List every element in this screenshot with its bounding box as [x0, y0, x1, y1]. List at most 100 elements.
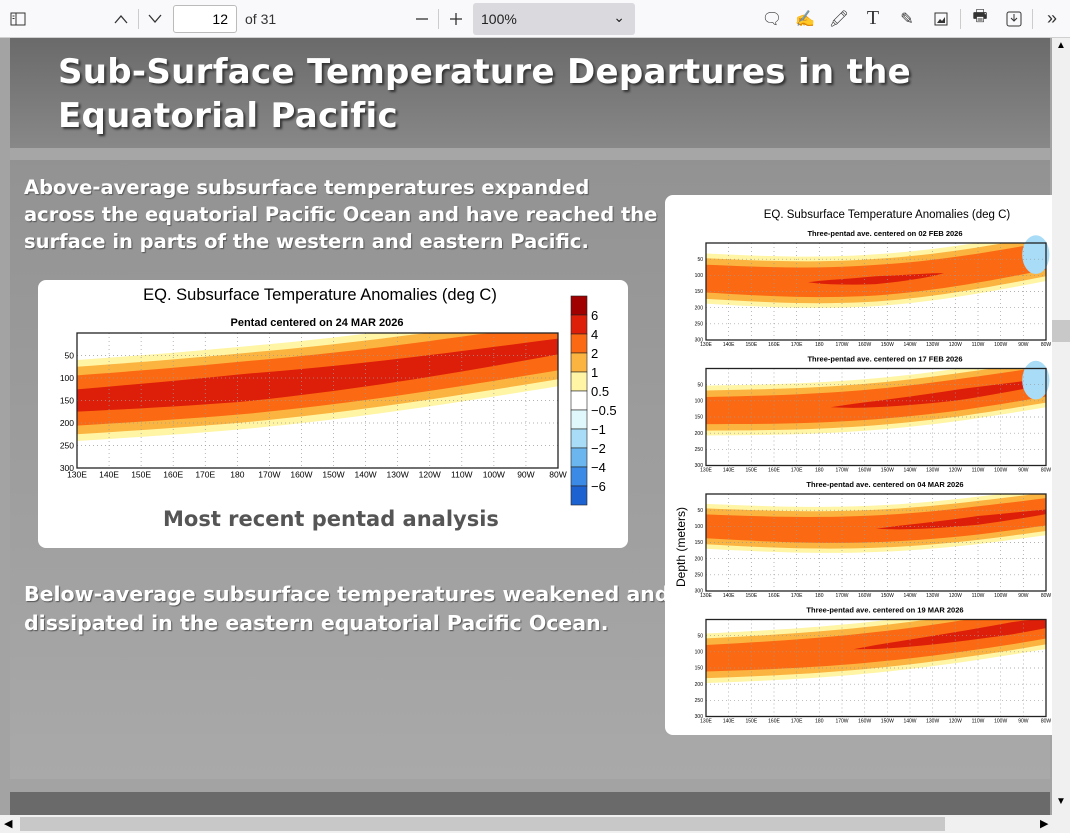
scroll-right-icon[interactable]: ▶: [1040, 818, 1049, 830]
scroll-up-icon[interactable]: ▲: [1056, 40, 1066, 51]
x-tick-label: 90W: [1018, 342, 1029, 348]
x-tick-label: 110W: [972, 468, 985, 474]
x-tick-label: 100W: [994, 719, 1007, 725]
x-tick-label: 140W: [903, 719, 916, 725]
y-tick-label: 250: [695, 573, 704, 579]
panel-subtitle: Three-pentad ave. centered on 04 MAR 202…: [806, 480, 963, 489]
panel-subtitle: Three-pentad ave. centered on 17 FEB 202…: [807, 355, 962, 364]
y-tick-label: 100: [695, 650, 704, 656]
y-tick-label: 200: [695, 305, 704, 311]
x-tick-label: 140W: [903, 593, 916, 599]
anomaly-band-4: [706, 255, 1046, 285]
image-icon[interactable]: [929, 0, 953, 37]
text-icon[interactable]: T: [866, 7, 880, 29]
x-tick-label: 110W: [972, 342, 985, 348]
three-pentad-heatmaps: EQ. Subsurface Temperature Anomalies (de…: [674, 209, 1052, 725]
colorbar-label: 4: [591, 327, 598, 342]
plot-frame: [76, 332, 559, 469]
y-tick-label: 200: [695, 431, 704, 437]
x-tick-label: 130E: [700, 342, 712, 348]
x-tick-label: 170E: [791, 342, 803, 348]
x-tick-label: 100W: [483, 470, 505, 480]
pdf-toolbar: of 31 100% ⌄ 🗨 ✍ 🖍 T ✎ 🖶 »: [0, 0, 1070, 38]
next-slide-page: [10, 792, 1050, 815]
colorbar-label: −4: [591, 460, 606, 475]
scroll-left-icon[interactable]: ◀: [4, 818, 13, 830]
x-tick-label: 90W: [1018, 468, 1029, 474]
x-tick-label: 140E: [99, 470, 119, 480]
x-tick-label: 130E: [700, 719, 712, 725]
x-tick-label: 150E: [745, 342, 757, 348]
x-tick-label: 150W: [881, 719, 894, 725]
colorbar-label: 0.5: [591, 384, 609, 399]
y-tick-label: 300: [60, 463, 74, 473]
chevron-down-icon[interactable]: [144, 0, 166, 37]
scrollbar-thumb[interactable]: [1052, 320, 1070, 342]
y-tick-label: 250: [60, 440, 74, 450]
y-tick-label: 100: [60, 373, 74, 383]
x-tick-label: 90W: [517, 470, 534, 480]
more-tools-icon[interactable]: »: [1046, 8, 1057, 28]
x-tick-label: 150E: [745, 593, 757, 599]
colorbar-label: −1: [591, 422, 606, 437]
x-tick-label: 130W: [387, 470, 409, 480]
x-tick-label: 160E: [768, 719, 780, 725]
plot-frame: [705, 367, 1047, 467]
plot-frame: [705, 618, 1047, 718]
y-tick-label: 100: [695, 524, 704, 530]
colorbar-swatch: [570, 409, 588, 430]
y-axis-label: Depth (meters): [674, 507, 688, 587]
anomaly-band-2: [706, 498, 1046, 543]
draw-icon[interactable]: ✎: [900, 10, 914, 28]
document-viewer[interactable]: Sub-Surface Temperature Departures in th…: [0, 38, 1052, 815]
x-tick-label: 80W: [1041, 719, 1052, 725]
y-tick-label: 250: [695, 447, 704, 453]
x-tick-label: 150W: [881, 468, 894, 474]
colorbar-swatch: [570, 333, 588, 354]
x-tick-label: 140W: [903, 342, 916, 348]
scroll-down-icon[interactable]: ▼: [1056, 796, 1066, 807]
x-tick-label: 170W: [835, 342, 848, 348]
y-tick-label: 50: [697, 508, 703, 514]
zoom-in-icon[interactable]: [444, 0, 468, 37]
save-icon[interactable]: [1002, 0, 1026, 37]
zoom-out-icon[interactable]: [410, 0, 434, 37]
x-tick-label: 160E: [768, 593, 780, 599]
horizontal-scrollbar[interactable]: ◀ ▶: [0, 815, 1070, 833]
page-number-input[interactable]: [173, 5, 237, 33]
vertical-scrollbar[interactable]: ▲ ▼: [1052, 38, 1070, 815]
highlight-icon[interactable]: 🖍: [828, 10, 850, 28]
cold-anomaly: [1022, 235, 1050, 275]
y-tick-label: 300: [695, 589, 704, 595]
x-tick-label: 90W: [1018, 593, 1029, 599]
scrollbar-thumb[interactable]: [20, 817, 945, 831]
x-tick-label: 150W: [881, 342, 894, 348]
zoom-select[interactable]: 100% ⌄: [473, 3, 635, 35]
y-tick-label: 300: [695, 714, 704, 720]
x-tick-label: 80W: [549, 470, 566, 480]
colorbar-swatch: [570, 352, 588, 373]
sidebar-toggle-icon[interactable]: [6, 0, 30, 37]
y-tick-label: 250: [695, 698, 704, 704]
y-tick-label: 150: [60, 395, 74, 405]
y-tick-label: 150: [695, 415, 704, 421]
x-tick-label: 170W: [835, 719, 848, 725]
anomaly-band-4: [706, 619, 1046, 659]
x-tick-label: 170E: [791, 719, 803, 725]
x-tick-label: 150E: [745, 468, 757, 474]
comment-icon[interactable]: 🗨: [761, 10, 783, 28]
sign-icon[interactable]: ✍: [795, 10, 815, 28]
x-tick-label: 170E: [791, 468, 803, 474]
y-tick-label: 150: [695, 289, 704, 295]
x-tick-label: 160W: [858, 719, 871, 725]
x-tick-label: 130E: [700, 468, 712, 474]
x-tick-label: 130E: [67, 470, 87, 480]
chevron-up-icon[interactable]: [110, 0, 132, 37]
x-tick-label: 170E: [791, 593, 803, 599]
x-tick-label: 160E: [768, 468, 780, 474]
x-tick-label: 180: [815, 468, 824, 474]
x-tick-label: 130W: [926, 593, 939, 599]
print-icon[interactable]: 🖶: [972, 8, 988, 25]
x-tick-label: 110W: [972, 719, 985, 725]
y-tick-label: 150: [695, 540, 704, 546]
